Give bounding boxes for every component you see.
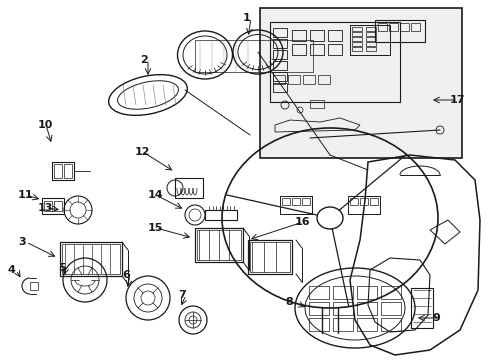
Bar xyxy=(309,100,324,108)
Bar xyxy=(309,30,324,41)
Text: 12: 12 xyxy=(135,147,150,157)
Bar xyxy=(302,198,309,205)
Bar xyxy=(365,47,375,51)
Text: 17: 17 xyxy=(449,95,465,105)
Bar xyxy=(349,25,389,55)
Bar xyxy=(332,286,352,299)
Bar xyxy=(380,318,400,331)
Text: 4: 4 xyxy=(8,265,16,275)
Bar xyxy=(351,27,361,31)
Text: 11: 11 xyxy=(18,190,34,200)
Bar xyxy=(356,286,376,299)
Bar xyxy=(308,302,328,315)
Bar xyxy=(260,8,461,158)
Text: 6: 6 xyxy=(122,270,130,280)
Bar xyxy=(327,44,341,55)
Bar xyxy=(347,196,379,214)
Bar xyxy=(377,23,386,31)
Bar xyxy=(195,40,312,72)
Bar xyxy=(332,318,352,331)
Bar xyxy=(349,198,357,205)
Bar xyxy=(356,318,376,331)
Bar xyxy=(351,37,361,41)
Bar xyxy=(410,23,419,31)
Bar xyxy=(52,162,74,180)
Text: 8: 8 xyxy=(285,297,292,307)
Text: 5: 5 xyxy=(58,263,65,273)
Text: 9: 9 xyxy=(431,313,439,323)
Bar xyxy=(332,302,352,315)
Bar xyxy=(272,50,286,59)
Bar xyxy=(365,27,375,31)
Bar xyxy=(291,30,305,41)
Bar xyxy=(272,61,286,70)
Bar xyxy=(175,178,203,198)
Bar xyxy=(60,242,122,276)
Bar xyxy=(204,210,237,220)
Text: 14: 14 xyxy=(148,190,163,200)
Bar xyxy=(272,83,286,92)
Bar xyxy=(317,75,329,84)
Bar xyxy=(280,196,311,214)
Bar xyxy=(272,28,286,37)
Bar xyxy=(399,23,408,31)
Bar xyxy=(44,201,52,211)
Text: 1: 1 xyxy=(243,13,250,23)
Text: 10: 10 xyxy=(38,120,53,130)
Bar xyxy=(388,23,397,31)
Text: 16: 16 xyxy=(294,217,310,227)
Bar xyxy=(54,201,62,211)
Text: 15: 15 xyxy=(148,223,163,233)
Bar xyxy=(374,20,424,42)
Bar xyxy=(351,42,361,46)
Bar xyxy=(365,37,375,41)
Bar xyxy=(197,230,241,260)
Text: 7: 7 xyxy=(178,290,185,300)
Text: 13: 13 xyxy=(38,203,53,213)
Bar xyxy=(282,198,289,205)
Bar xyxy=(308,286,328,299)
Bar xyxy=(247,240,291,274)
Text: 2: 2 xyxy=(140,55,147,65)
Bar xyxy=(287,75,299,84)
Bar xyxy=(365,42,375,46)
Bar xyxy=(269,22,399,102)
Bar xyxy=(309,44,324,55)
Bar xyxy=(272,75,285,84)
Bar xyxy=(351,32,361,36)
Bar xyxy=(272,72,286,81)
Bar xyxy=(308,318,328,331)
Bar xyxy=(369,198,377,205)
Text: 3: 3 xyxy=(18,237,25,247)
Bar xyxy=(42,198,64,214)
Bar xyxy=(327,30,341,41)
Bar xyxy=(64,164,72,178)
Bar xyxy=(356,302,376,315)
Bar xyxy=(380,302,400,315)
Bar xyxy=(30,282,38,290)
Bar xyxy=(54,164,62,178)
Bar xyxy=(62,244,120,274)
Bar xyxy=(351,47,361,51)
Bar xyxy=(303,75,314,84)
Bar xyxy=(291,44,305,55)
Bar xyxy=(410,288,432,328)
Bar xyxy=(272,39,286,48)
Bar xyxy=(359,198,367,205)
Bar xyxy=(291,198,299,205)
Bar xyxy=(365,32,375,36)
Bar xyxy=(249,242,289,272)
Bar xyxy=(195,228,243,262)
Bar xyxy=(380,286,400,299)
